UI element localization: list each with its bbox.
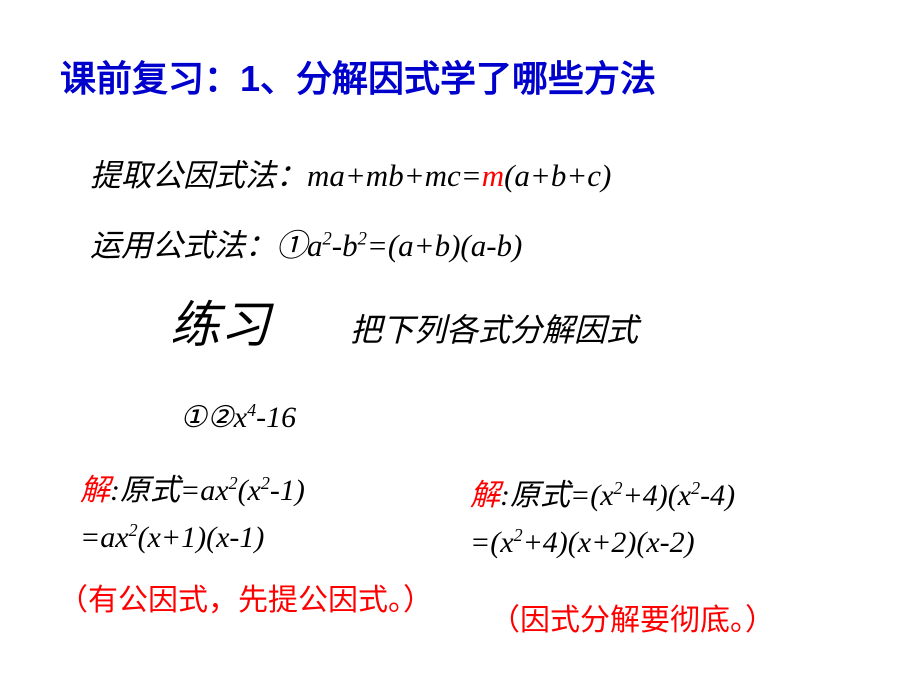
method-1-formula-m: m [482, 158, 504, 193]
note-left: （有公因式，先提公因式。） [58, 575, 433, 619]
solution-prefix: 解 [470, 479, 500, 512]
solution-left-line1: 解:原式=ax2(x2-1) [80, 465, 305, 509]
method-1-formula-pre: ma+mb+mc= [307, 158, 482, 193]
page-title: 课前复习：1、分解因式学了哪些方法 [60, 50, 890, 102]
method-2-label: 运用公式法： [90, 228, 276, 263]
solution-right-text1: :原式=(x2+4)(x2-4) [500, 479, 735, 512]
solution-right-line1: 解:原式=(x2+4)(x2-4) [470, 470, 735, 514]
method-2: 运用公式法：①a2-b2=(a+b)(a-b) [90, 220, 522, 265]
method-1-formula-post: (a+b+c) [504, 158, 611, 193]
method-1-label: 提取公因式法： [90, 158, 307, 193]
solution-right-line2: =(x2+4)(x+2)(x-2) [470, 525, 695, 560]
solution-prefix: 解 [80, 474, 110, 507]
solution-left-text1: :原式=ax2(x2-1) [110, 474, 305, 507]
method-1: 提取公因式法：ma+mb+mc=m(a+b+c) [90, 150, 611, 195]
method-2-formula: ①a2-b2=(a+b)(a-b) [276, 228, 522, 263]
practice-subheading: 把下列各式分解因式 [350, 305, 638, 351]
note-right: （因式分解要彻底。） [490, 595, 775, 639]
practice-heading: 练习 [170, 285, 270, 357]
exercise-text: ①②x4-16 [180, 400, 296, 435]
solution-left-line2: =ax2(x+1)(x-1) [80, 520, 264, 555]
